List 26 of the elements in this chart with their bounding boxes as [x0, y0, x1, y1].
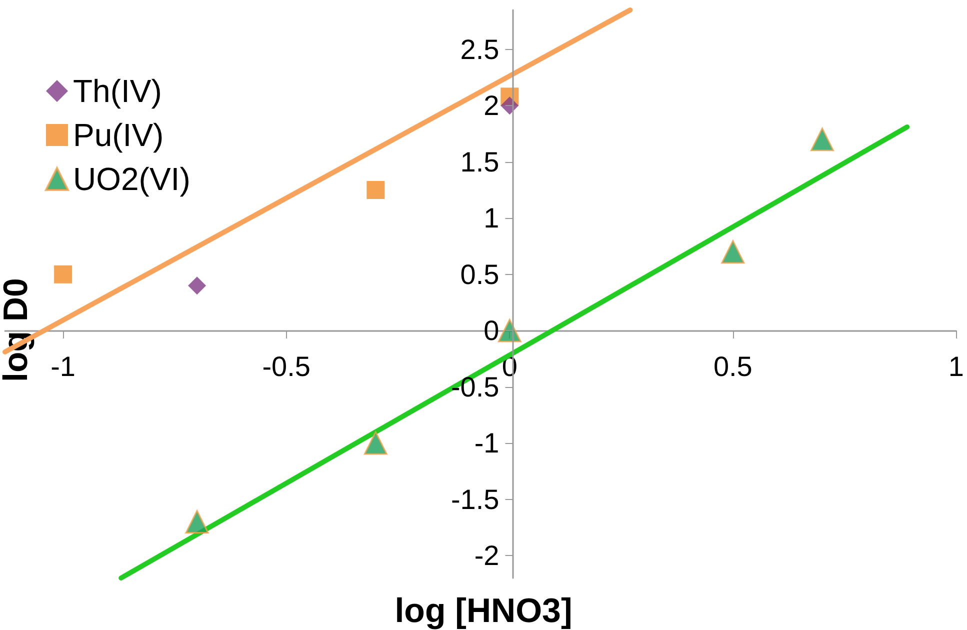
y-tick-label: 1 — [484, 202, 500, 234]
point — [810, 128, 834, 152]
y-tick-label: -0.5 — [450, 371, 500, 402]
y-tick-label: 0.5 — [460, 258, 500, 290]
y-tick-label: -2 — [474, 540, 500, 572]
x-axis-title: log [HNO3] — [394, 592, 572, 630]
legend-label: Th(IV) — [73, 73, 162, 109]
legend-label: UO2(VI) — [73, 161, 190, 197]
point — [188, 276, 206, 295]
y-tick-label: 2.5 — [460, 34, 500, 65]
y-tick-label: 2 — [484, 90, 500, 122]
point — [721, 240, 745, 264]
x-tick-label: 0.5 — [713, 351, 752, 382]
y-tick-label: -1 — [474, 428, 500, 459]
x-tick-label: 1 — [948, 351, 964, 382]
legend-label: Pu(IV) — [73, 117, 164, 153]
point — [185, 510, 209, 534]
point — [54, 265, 72, 284]
point — [364, 431, 388, 455]
x-tick-label: -1 — [50, 351, 76, 382]
y-tick-label: 0 — [484, 315, 500, 346]
y-tick-label: -1.5 — [450, 484, 500, 515]
y-tick-label: 1.5 — [460, 146, 500, 178]
point — [366, 180, 385, 199]
x-tick-label: -0.5 — [262, 351, 310, 382]
point — [498, 318, 522, 342]
